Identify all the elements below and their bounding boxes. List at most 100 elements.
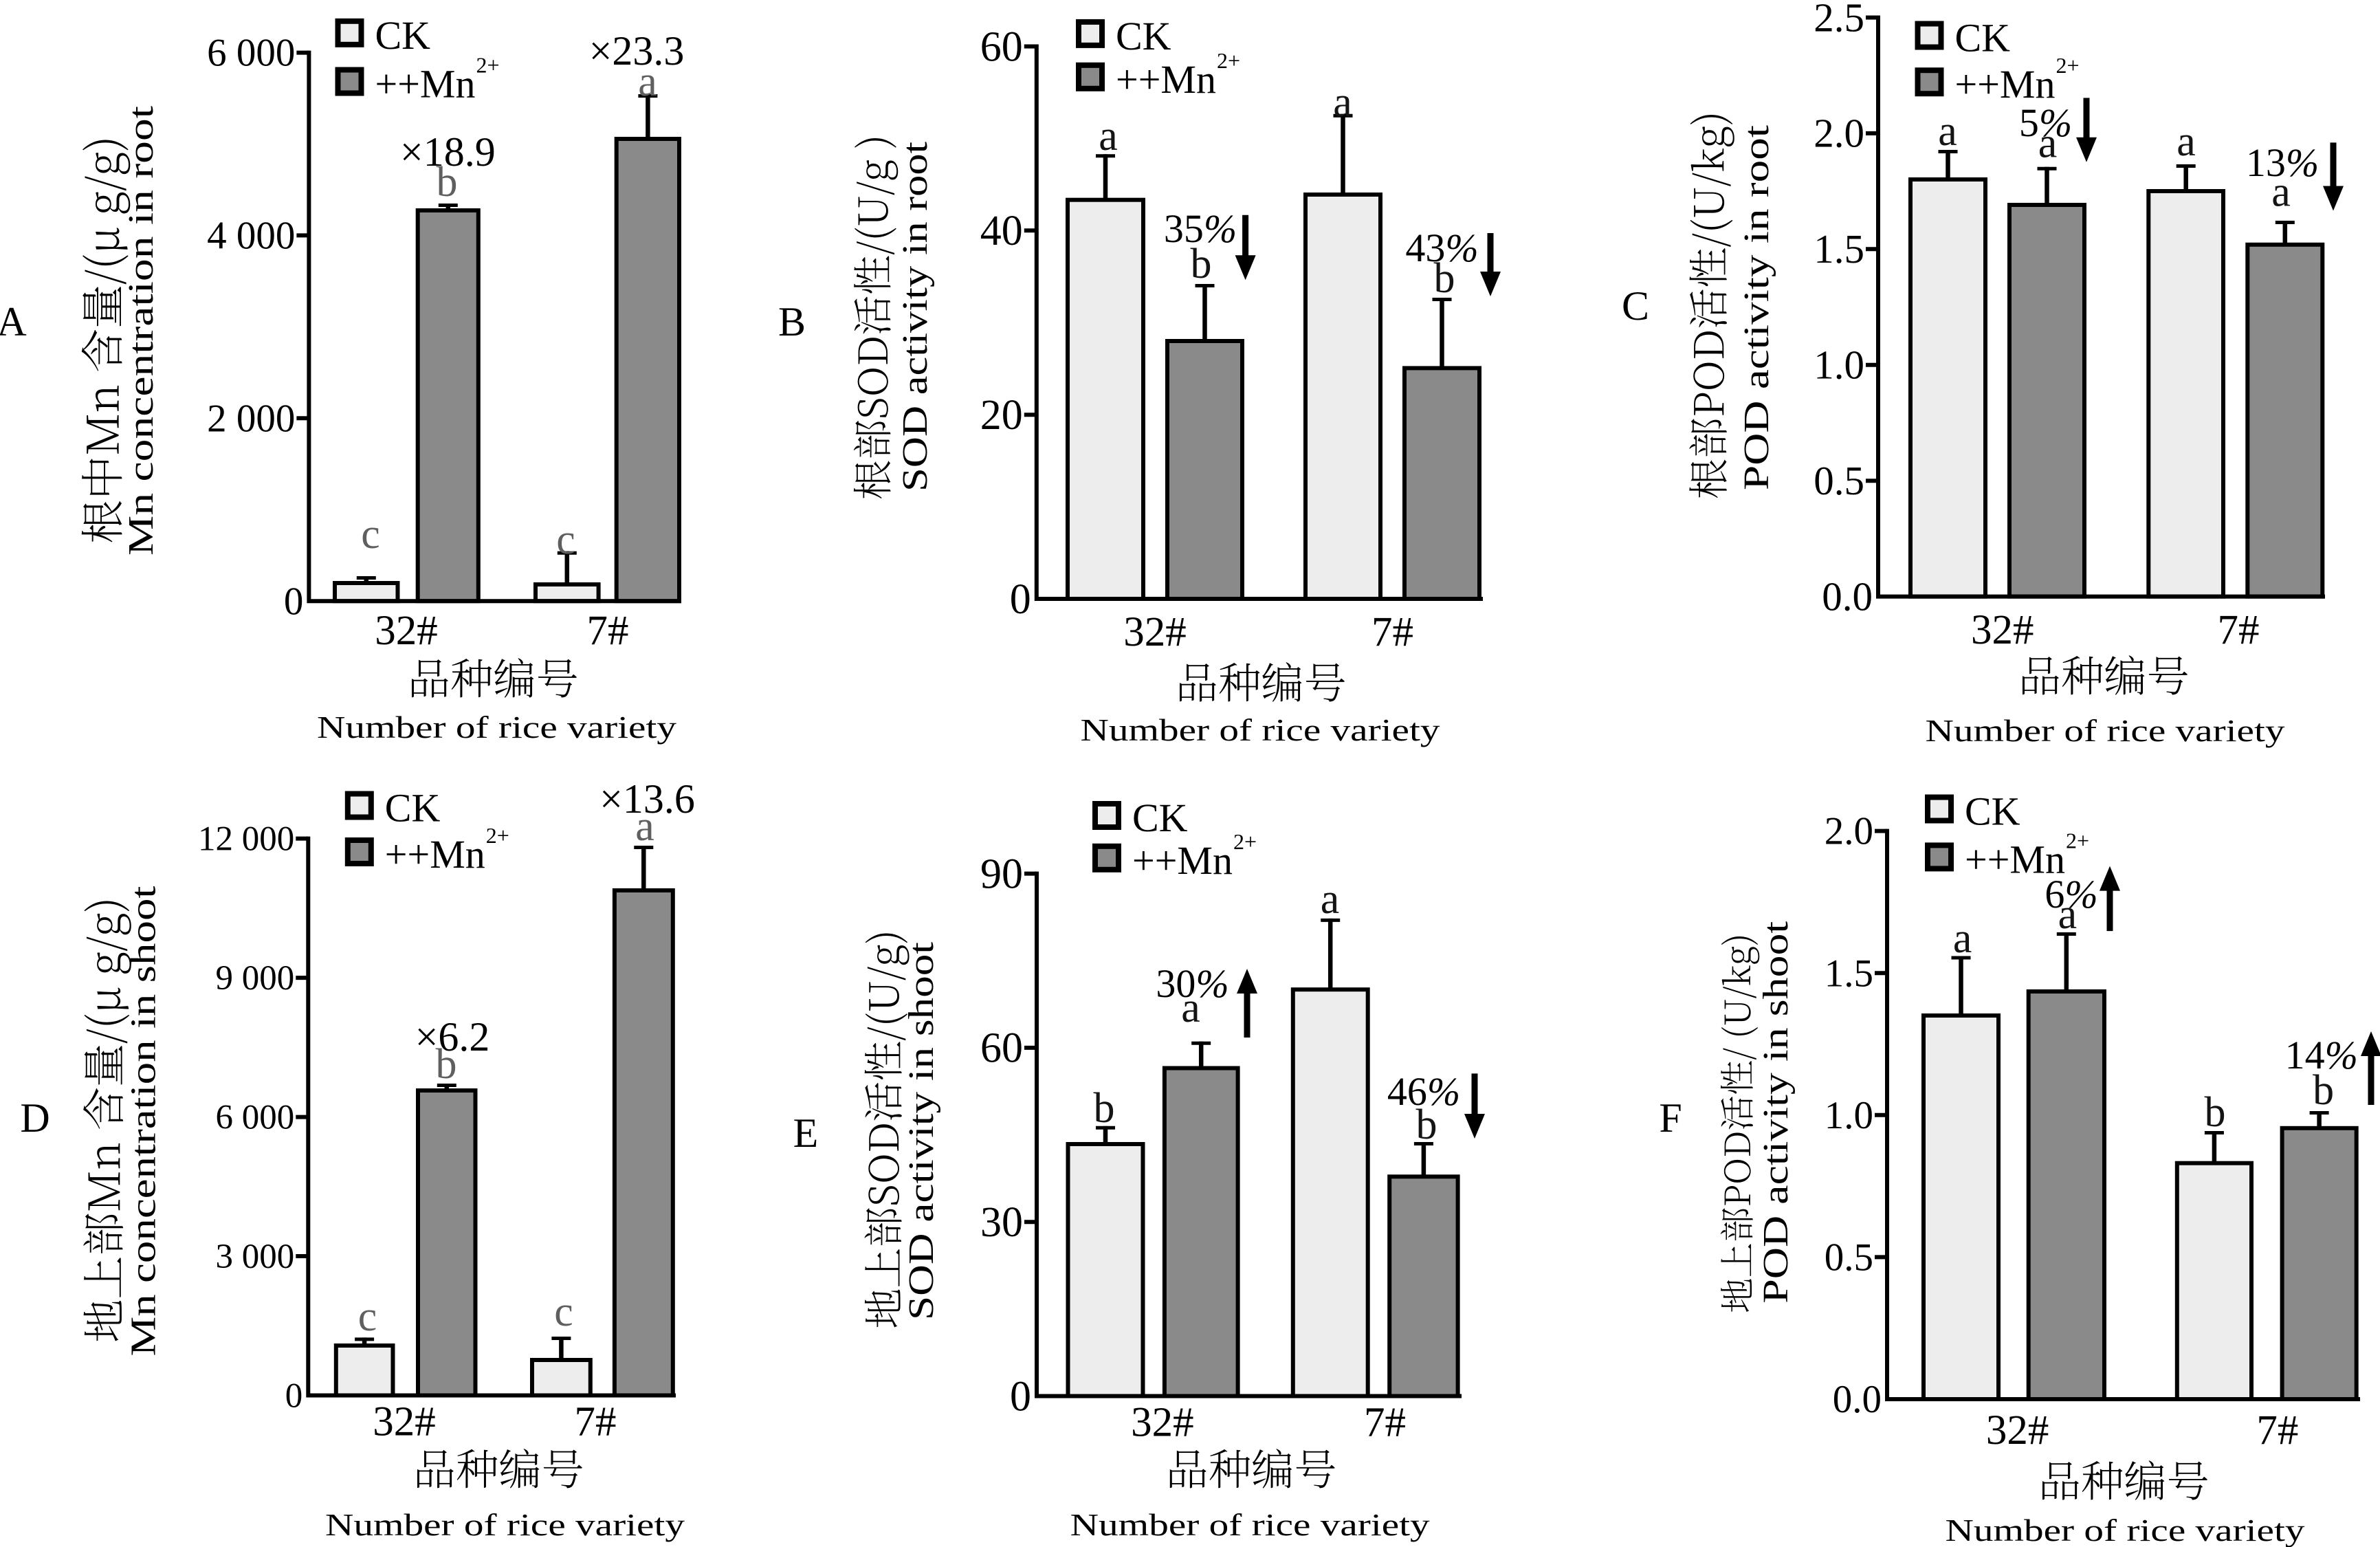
svg-text:c: c — [361, 511, 380, 558]
svg-text:E: E — [793, 1110, 819, 1156]
svg-text:Mn concentration in root: Mn concentration in root — [122, 105, 161, 556]
svg-text:1.0: 1.0 — [1825, 1094, 1873, 1137]
svg-text:CK: CK — [1955, 16, 2011, 61]
svg-text:b: b — [2205, 1089, 2226, 1136]
svg-text:32#: 32# — [1123, 609, 1187, 655]
svg-text:7#: 7# — [575, 1398, 617, 1445]
svg-text:3 000: 3 000 — [216, 1238, 295, 1276]
svg-text:6%: 6% — [2045, 872, 2097, 917]
svg-text:b: b — [1434, 255, 1455, 302]
svg-text:32#: 32# — [1986, 1407, 2049, 1453]
svg-text:2+: 2+ — [2066, 828, 2089, 853]
svg-text:0: 0 — [284, 580, 304, 623]
svg-text:1.0: 1.0 — [1814, 342, 1864, 388]
svg-text:32#: 32# — [373, 1398, 436, 1445]
svg-text:0: 0 — [1010, 1373, 1031, 1420]
svg-text:Number of rice variety: Number of rice variety — [1926, 713, 2285, 748]
svg-text:a: a — [2271, 169, 2291, 216]
svg-text:43%: 43% — [1405, 226, 1478, 270]
svg-text:a: a — [1953, 915, 1972, 962]
svg-text:6 000: 6 000 — [207, 32, 295, 75]
svg-text:20: 20 — [980, 392, 1023, 439]
svg-text:5%: 5% — [2019, 100, 2072, 145]
svg-text:a: a — [638, 58, 657, 105]
svg-text:++Mn: ++Mn — [1965, 837, 2065, 881]
svg-text:++Mn: ++Mn — [1132, 838, 1233, 883]
svg-text:6 000: 6 000 — [216, 1099, 295, 1137]
svg-text:1.5: 1.5 — [1825, 952, 1873, 995]
svg-text:a: a — [1333, 79, 1352, 126]
svg-text:c: c — [556, 516, 575, 563]
svg-text:a: a — [1099, 113, 1118, 160]
svg-text:30: 30 — [980, 1199, 1023, 1246]
svg-text:CK: CK — [375, 13, 431, 58]
svg-text:a: a — [635, 803, 654, 850]
svg-text:0.0: 0.0 — [1822, 573, 1873, 619]
svg-text:F: F — [1659, 1095, 1682, 1141]
svg-text:c: c — [554, 1288, 573, 1335]
svg-text:2+: 2+ — [486, 823, 509, 848]
svg-text:Number of rice variety: Number of rice variety — [1946, 1513, 2305, 1547]
svg-text:a: a — [2177, 118, 2196, 165]
svg-text:++Mn: ++Mn — [375, 62, 476, 107]
svg-text:C: C — [1622, 283, 1649, 329]
svg-text:b: b — [2313, 1067, 2334, 1114]
svg-text:7#: 7# — [2256, 1407, 2298, 1453]
svg-text:14%: 14% — [2285, 1033, 2358, 1077]
svg-text:0.5: 0.5 — [1825, 1236, 1873, 1280]
svg-text:1.5: 1.5 — [1814, 226, 1864, 272]
svg-text:CK: CK — [385, 786, 441, 831]
svg-text:30%: 30% — [1156, 961, 1228, 1006]
svg-text:0: 0 — [1010, 576, 1031, 623]
svg-text:Number of rice variety: Number of rice variety — [325, 1507, 685, 1542]
svg-text:Mn concentration in shoot: Mn concentration in shoot — [124, 886, 164, 1357]
svg-text:×18.9: ×18.9 — [400, 129, 496, 175]
svg-text:46%: 46% — [1387, 1069, 1460, 1114]
svg-text:7#: 7# — [1371, 609, 1413, 655]
svg-text:a: a — [1321, 876, 1340, 923]
svg-text:POD activity in shoot: POD activity in shoot — [1756, 921, 1796, 1304]
svg-text:2+: 2+ — [1217, 48, 1240, 73]
svg-text:B: B — [778, 299, 806, 344]
svg-text:40: 40 — [980, 208, 1023, 254]
svg-text:2.0: 2.0 — [1825, 810, 1873, 853]
svg-text:b: b — [1191, 241, 1212, 287]
svg-text:Number of rice variety: Number of rice variety — [1070, 1507, 1430, 1542]
svg-text:a: a — [1181, 985, 1200, 1031]
svg-text:D: D — [20, 1095, 49, 1141]
svg-text:32#: 32# — [375, 608, 438, 654]
svg-text:9 000: 9 000 — [216, 959, 295, 998]
svg-text:60: 60 — [980, 1025, 1023, 1072]
svg-text:c: c — [358, 1293, 377, 1340]
svg-text:×13.6: ×13.6 — [599, 776, 695, 822]
svg-text:35%: 35% — [1164, 206, 1237, 251]
svg-text:2+: 2+ — [476, 53, 500, 78]
svg-text:12 000: 12 000 — [198, 820, 294, 859]
svg-text:32#: 32# — [1971, 607, 2034, 653]
svg-text:90: 90 — [980, 851, 1023, 897]
svg-text:CK: CK — [1116, 14, 1171, 58]
svg-text:0.5: 0.5 — [1814, 458, 1864, 503]
svg-text:CK: CK — [1965, 789, 2020, 834]
svg-text:32#: 32# — [1131, 1400, 1194, 1446]
svg-text:13%: 13% — [2246, 140, 2319, 185]
svg-text:b: b — [1094, 1085, 1115, 1132]
svg-text:0: 0 — [285, 1377, 303, 1416]
svg-text:a: a — [2038, 120, 2058, 167]
svg-text:4 000: 4 000 — [207, 215, 295, 258]
svg-text:×23.3: ×23.3 — [589, 28, 685, 74]
svg-text:b: b — [436, 1041, 457, 1088]
svg-text:60: 60 — [980, 23, 1023, 70]
svg-text:Number of rice variety: Number of rice variety — [317, 710, 676, 745]
svg-text:SOD activity in root: SOD activity in root — [896, 141, 935, 492]
svg-text:b: b — [437, 159, 458, 206]
svg-text:CK: CK — [1132, 796, 1188, 840]
svg-text:7#: 7# — [2218, 607, 2260, 653]
svg-text:b: b — [1416, 1101, 1437, 1148]
svg-text:7#: 7# — [1364, 1400, 1406, 1446]
svg-text:2+: 2+ — [2056, 53, 2080, 78]
svg-text:POD activity in root: POD activity in root — [1737, 124, 1776, 490]
svg-text:2.5: 2.5 — [1814, 0, 1864, 40]
svg-text:2.0: 2.0 — [1814, 111, 1864, 156]
svg-text:++Mn: ++Mn — [385, 832, 485, 877]
